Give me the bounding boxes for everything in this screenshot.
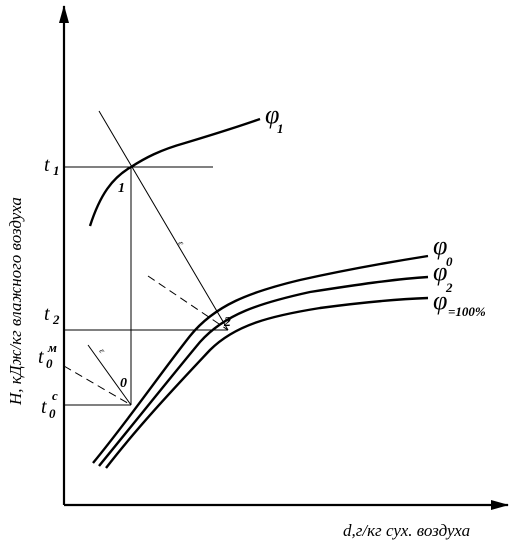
svg-text:0: 0: [49, 406, 56, 421]
svg-text:t: t: [44, 303, 50, 325]
svg-text:1: 1: [53, 163, 60, 178]
label-t0-c: t 0 c: [41, 388, 58, 421]
process-line-0: [87, 344, 132, 406]
svg-text:t: t: [41, 396, 47, 418]
label-t1: t 1: [44, 154, 60, 178]
epsilon-mark-lower: ε: [97, 346, 107, 355]
svg-text:м: м: [47, 340, 57, 355]
svg-text:1: 1: [277, 121, 284, 136]
svg-text:φ: φ: [433, 257, 447, 286]
label-t0-m: t 0 м: [38, 340, 57, 371]
curve-phi-2: [98, 275, 429, 467]
process-line-1-2: [98, 110, 229, 331]
curve-label-phi-2: φ 2: [433, 257, 453, 295]
svg-text:0: 0: [46, 356, 53, 371]
dashed-line-2: [147, 275, 229, 331]
curve-phi-1: [88, 117, 261, 227]
x-axis-title: d,г/кг сух. воздуха: [343, 521, 470, 540]
epsilon-mark-upper: ε: [176, 239, 187, 247]
svg-text:φ: φ: [433, 231, 447, 260]
svg-text:t: t: [38, 346, 44, 368]
svg-text:φ: φ: [265, 100, 279, 129]
curve-label-phi-100: φ =100%: [433, 286, 486, 319]
svg-text:=100%: =100%: [448, 304, 486, 319]
svg-text:c: c: [52, 388, 58, 403]
svg-text:2: 2: [52, 312, 60, 327]
point-label-0: 0: [120, 376, 127, 391]
y-axis-title: H, кДж/кг влажного воздуха: [6, 197, 25, 406]
svg-text:t: t: [44, 154, 50, 176]
point-label-2: 2: [223, 315, 231, 330]
point-label-1: 1: [118, 181, 125, 196]
svg-text:0: 0: [446, 254, 453, 269]
svg-text:φ: φ: [433, 286, 447, 315]
curve-phi-100: [105, 296, 429, 469]
curve-label-phi-1: φ 1: [265, 100, 284, 136]
curve-phi-0: [92, 254, 429, 464]
label-t2: t 2: [44, 303, 60, 327]
svg-text:2: 2: [445, 280, 453, 295]
curve-label-phi-0: φ 0: [433, 231, 453, 269]
